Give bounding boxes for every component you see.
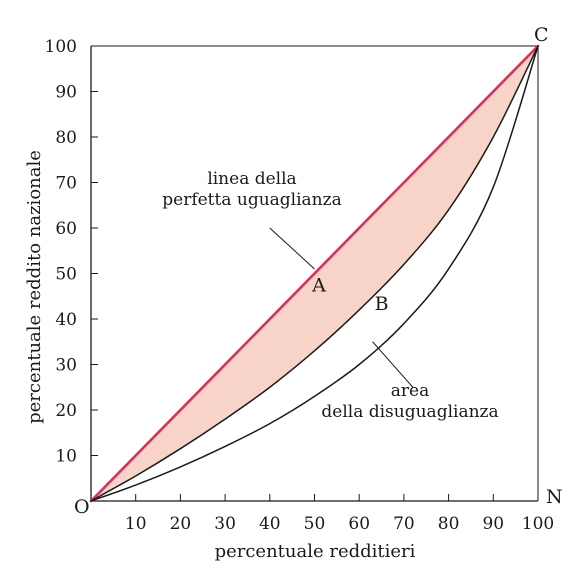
x-tick-label: 70 (393, 514, 415, 534)
y-tick-label: 90 (55, 83, 77, 103)
annotation-line: perfetta uguaglianza (162, 190, 341, 210)
y-tick-label: 10 (55, 447, 77, 467)
x-tick-label: 10 (125, 514, 147, 534)
x-tick-label: 80 (438, 514, 460, 534)
corner-c-label: C (534, 24, 549, 46)
x-tick-label: 40 (259, 514, 281, 534)
annotation-line: della disuguaglianza (321, 402, 498, 422)
x-tick-label: 50 (304, 514, 326, 534)
series-curve-A (90, 45, 539, 502)
y-tick-label: 40 (55, 310, 77, 330)
y-tick-label: 20 (55, 401, 77, 421)
y-tick-label: 60 (55, 219, 77, 239)
y-tick-label: 50 (55, 265, 77, 285)
origin-label: O (74, 496, 90, 518)
y-tick-label: 100 (45, 37, 77, 57)
series-curve-B (90, 45, 539, 502)
annotation-leader (372, 341, 414, 388)
series-equality (89, 44, 540, 503)
y-tick-label: 80 (55, 128, 77, 148)
annotation-text: linea della perfetta uguaglianza (162, 169, 341, 210)
x-tick-label: 100 (522, 514, 554, 534)
point-label-a: A (311, 275, 326, 297)
y-tick-label: 30 (55, 356, 77, 376)
x-axis-title: percentuale redditieri (215, 541, 416, 562)
annotation-text: area della disuguaglianza (321, 381, 498, 422)
y-axis-title: percentuale reddito nazionale (24, 150, 45, 424)
x-tick-label: 60 (348, 514, 370, 534)
y-tick-label: 70 (55, 174, 77, 194)
x-tick-label: 20 (170, 514, 192, 534)
x-tick-label: 90 (482, 514, 504, 534)
annotation-leader (269, 227, 315, 270)
corner-n-label: N (546, 486, 563, 508)
annotation-line: area (391, 381, 429, 401)
annotation-line: linea della (207, 169, 296, 189)
x-tick-label: 30 (214, 514, 236, 534)
point-label-b: B (375, 293, 389, 315)
